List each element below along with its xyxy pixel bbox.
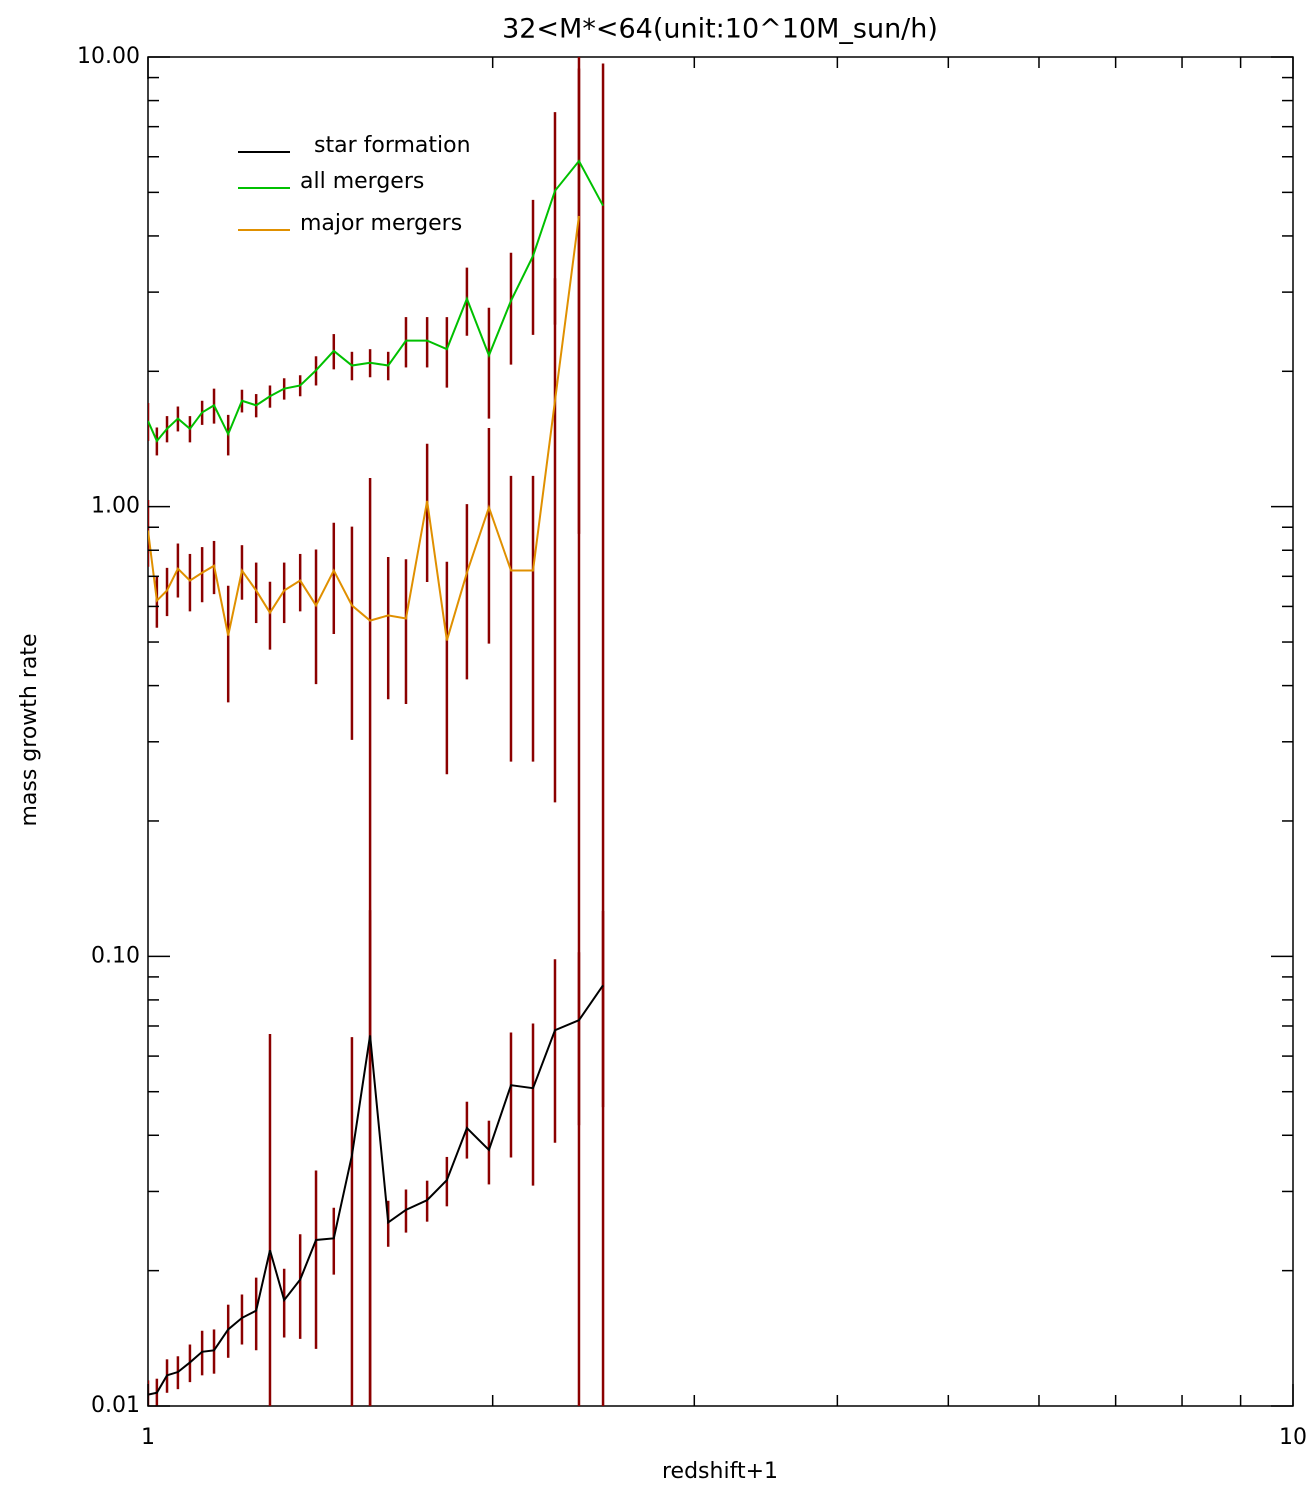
x-tick-label: 1	[141, 1425, 155, 1450]
series-line	[148, 984, 604, 1396]
series-line	[148, 215, 580, 641]
y-axis-label: mass growth rate	[17, 633, 42, 826]
y-tick-label: 10.00	[77, 44, 140, 69]
series-line	[148, 159, 604, 443]
error-bars	[148, 57, 605, 1406]
lines	[148, 159, 604, 1396]
legend-label: star formation	[314, 133, 471, 158]
x-tick-label: 10	[1279, 1425, 1307, 1450]
legend-label: all mergers	[300, 169, 424, 194]
plot-frame	[147, 56, 1294, 1407]
x-axis-label: redshift+1	[662, 1459, 778, 1484]
y-tick-label: 0.01	[91, 1393, 140, 1418]
legend-label: major mergers	[300, 211, 462, 236]
y-tick-label: 1.00	[91, 494, 140, 519]
chart-title: 32<M*<64(unit:10^10M_sun/h)	[502, 14, 938, 45]
y-tick-label: 0.10	[91, 943, 140, 968]
